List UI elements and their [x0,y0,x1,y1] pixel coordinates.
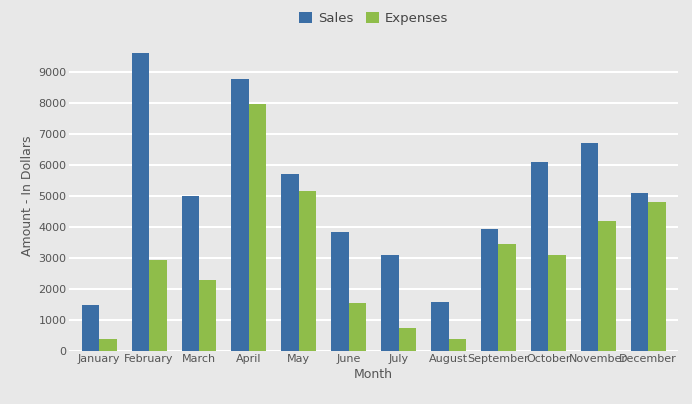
Bar [548,255,566,351]
Bar [99,339,117,351]
Bar [181,196,199,351]
Bar [581,143,599,351]
Y-axis label: Amount - In Dollars: Amount - In Dollars [21,136,34,256]
Bar [331,232,349,351]
Bar [199,280,217,351]
Bar [648,202,666,351]
Bar [231,79,249,351]
X-axis label: Month: Month [354,368,393,381]
Bar [630,193,648,351]
Bar [481,229,498,351]
Bar [299,191,316,351]
Bar [82,305,99,351]
Bar [381,255,399,351]
Bar [399,328,416,351]
Bar [349,303,366,351]
Bar [249,104,266,351]
Bar [498,244,516,351]
Bar [531,162,548,351]
Bar [131,53,149,351]
Bar [448,339,466,351]
Bar [599,221,616,351]
Legend: Sales, Expenses: Sales, Expenses [294,6,453,30]
Bar [149,260,167,351]
Bar [282,174,299,351]
Bar [431,302,448,351]
